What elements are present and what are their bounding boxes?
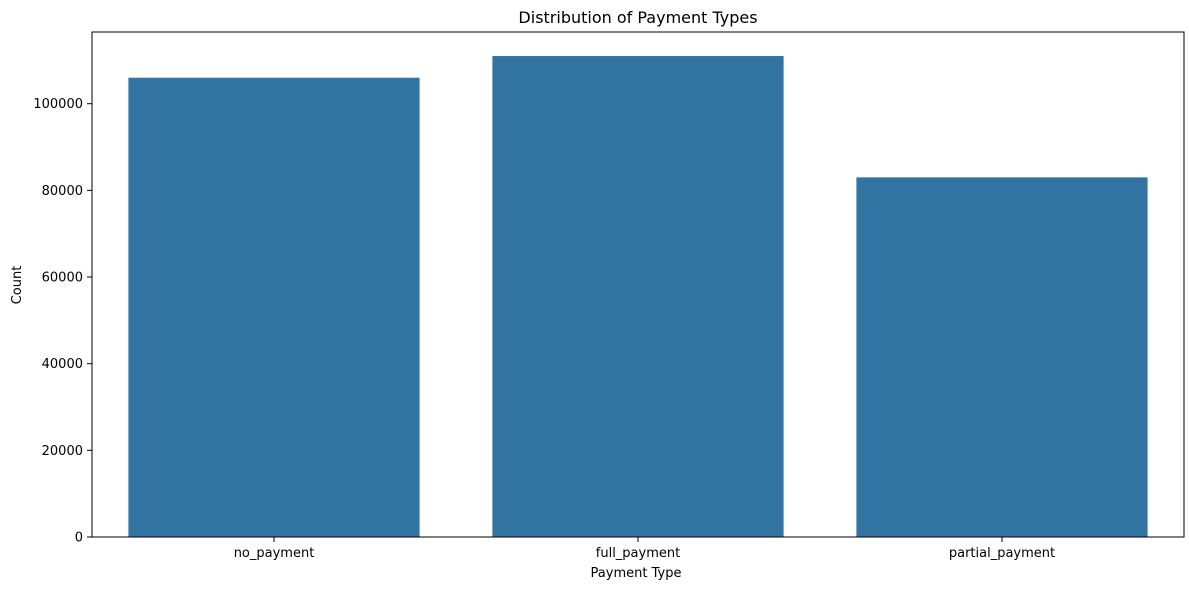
x-tick-label: no_payment — [234, 546, 315, 561]
y-tick-label: 80000 — [42, 184, 83, 199]
bars-group — [128, 56, 1148, 538]
bar-partial-payment — [856, 177, 1148, 537]
y-axis-label: Count — [10, 266, 25, 305]
bar-no-payment — [128, 77, 420, 538]
plot-area — [91, 31, 1185, 538]
x-axis-label: Payment Type — [591, 566, 682, 581]
x-tick-label: full_payment — [596, 546, 680, 561]
y-tick-label: 40000 — [42, 357, 83, 372]
chart-title: Distribution of Payment Types — [518, 8, 757, 27]
y-axis: 0 20000 40000 60000 80000 100000 — [33, 97, 92, 546]
y-tick-label: 60000 — [42, 271, 83, 286]
y-tick-label: 0 — [75, 531, 83, 546]
x-axis: no_payment full_payment partial_payment — [234, 537, 1055, 561]
y-tick-label: 100000 — [33, 97, 83, 112]
bar-full-payment — [492, 56, 784, 538]
y-tick-label: 20000 — [42, 444, 83, 459]
x-tick-label: partial_payment — [949, 546, 1055, 561]
